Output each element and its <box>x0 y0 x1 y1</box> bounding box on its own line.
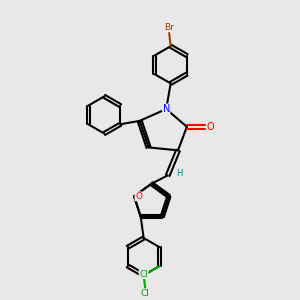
Text: O: O <box>135 192 142 201</box>
Text: O: O <box>207 122 214 132</box>
Text: Cl: Cl <box>141 289 150 298</box>
Text: Br: Br <box>164 22 174 32</box>
Text: Cl: Cl <box>139 270 148 279</box>
Text: N: N <box>163 104 170 114</box>
Text: H: H <box>176 169 182 178</box>
